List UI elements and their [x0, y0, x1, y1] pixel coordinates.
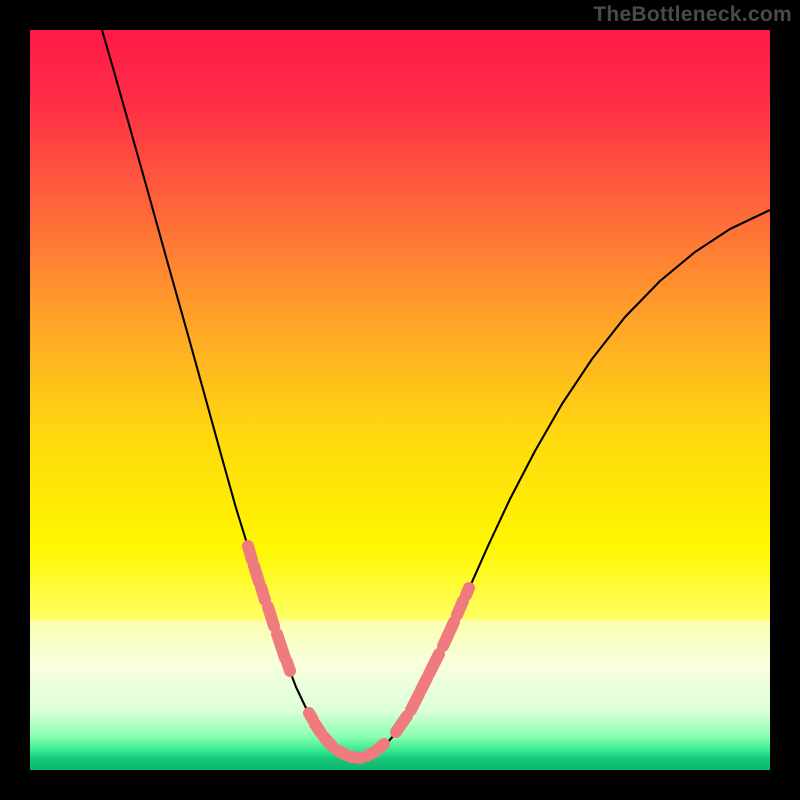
watermark-label: TheBottleneck.com [593, 3, 792, 27]
marker-trough-segment [367, 752, 374, 756]
marker-right-segment [457, 601, 463, 615]
marker-trough-segment [351, 757, 361, 758]
marker-right-segment [411, 694, 419, 710]
marker-trough-segment [337, 750, 346, 755]
marker-left-segment [261, 587, 265, 600]
marker-right-segment [396, 716, 407, 732]
marker-left-segment [248, 546, 252, 560]
marker-left-segment [268, 607, 274, 626]
chart-frame: TheBottleneck.com [0, 0, 800, 800]
marker-trough-segment [315, 724, 321, 733]
marker-right-segment [443, 622, 454, 646]
marker-trough-segment [324, 737, 332, 746]
marker-right-segment [421, 678, 427, 690]
marker-right-segment [466, 588, 469, 595]
marker-left-segment [287, 662, 290, 671]
marker-left-segment [277, 634, 285, 658]
bottleneck-curve [102, 30, 770, 758]
marker-right-segment [429, 654, 439, 674]
curve-layer [30, 30, 770, 770]
marker-trough-segment [378, 744, 384, 749]
marker-left-segment [254, 566, 259, 582]
